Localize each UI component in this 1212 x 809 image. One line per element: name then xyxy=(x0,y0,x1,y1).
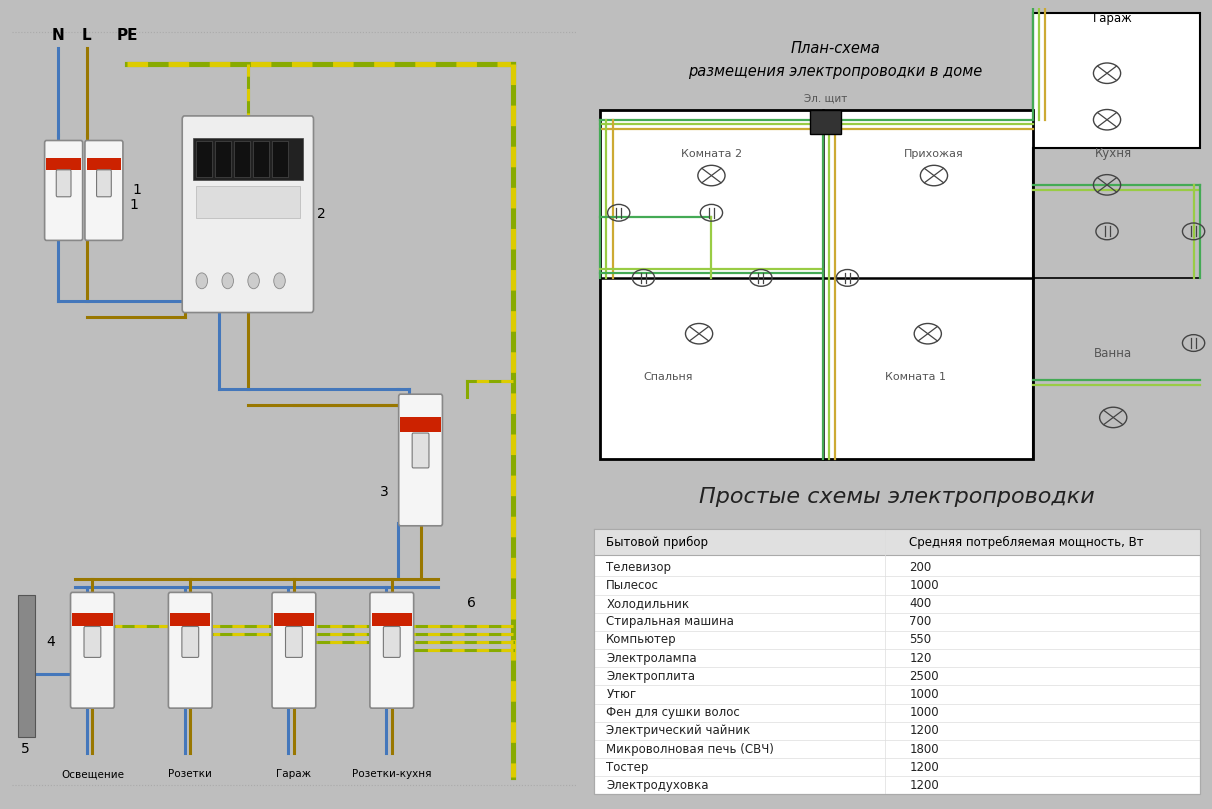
Text: 1200: 1200 xyxy=(909,760,939,773)
Text: Гараж: Гараж xyxy=(1093,12,1133,25)
Text: 1000: 1000 xyxy=(909,688,939,701)
Text: Средняя потребляемая мощность, Вт: Средняя потребляемая мощность, Вт xyxy=(909,536,1144,549)
Text: 1: 1 xyxy=(130,197,138,212)
FancyBboxPatch shape xyxy=(168,592,212,708)
FancyBboxPatch shape xyxy=(70,592,114,708)
FancyBboxPatch shape xyxy=(370,592,413,708)
Text: Комната 1: Комната 1 xyxy=(885,372,945,382)
Text: Гараж: Гараж xyxy=(276,769,311,779)
Text: 400: 400 xyxy=(909,597,932,610)
Bar xyxy=(811,111,841,133)
Text: Электроплита: Электроплита xyxy=(606,670,696,683)
Text: Ванна: Ванна xyxy=(1094,347,1132,360)
Text: Эл. щит: Эл. щит xyxy=(805,93,847,103)
Bar xyxy=(600,111,1033,460)
Text: 2500: 2500 xyxy=(909,670,939,683)
Text: Микроволновая печь (СВЧ): Микроволновая печь (СВЧ) xyxy=(606,743,774,756)
Text: Спальня: Спальня xyxy=(644,372,693,382)
Bar xyxy=(215,141,231,177)
Text: Пылесос: Пылесос xyxy=(606,579,659,592)
Text: Холодильник: Холодильник xyxy=(606,597,690,610)
FancyBboxPatch shape xyxy=(412,433,429,468)
Bar xyxy=(594,529,1200,555)
Text: Электрический чайник: Электрический чайник xyxy=(606,724,750,737)
Text: PE: PE xyxy=(116,28,138,43)
Text: 6: 6 xyxy=(467,595,475,610)
Text: Тостер: Тостер xyxy=(606,760,648,773)
Text: Утюг: Утюг xyxy=(606,688,636,701)
FancyBboxPatch shape xyxy=(84,626,101,658)
Bar xyxy=(73,612,113,626)
Bar xyxy=(253,141,269,177)
Text: 1: 1 xyxy=(133,184,142,197)
FancyBboxPatch shape xyxy=(56,170,72,197)
Text: Простые схемы электропроводки: Простые схемы электропроводки xyxy=(699,487,1094,507)
Bar xyxy=(274,612,314,626)
Bar xyxy=(46,158,81,170)
Text: Розетки: Розетки xyxy=(168,769,212,779)
Text: 1000: 1000 xyxy=(909,706,939,719)
Bar xyxy=(594,529,1200,794)
FancyBboxPatch shape xyxy=(383,626,400,658)
Text: L: L xyxy=(82,28,91,43)
FancyBboxPatch shape xyxy=(45,141,82,240)
Text: Телевизор: Телевизор xyxy=(606,561,671,574)
Text: Комната 2: Комната 2 xyxy=(681,149,742,159)
Bar xyxy=(1033,13,1200,148)
Text: Прихожая: Прихожая xyxy=(904,149,964,159)
Text: 1200: 1200 xyxy=(909,779,939,792)
Text: N: N xyxy=(51,28,64,43)
Text: 1200: 1200 xyxy=(909,724,939,737)
Text: 5: 5 xyxy=(21,743,29,756)
Text: Электролампа: Электролампа xyxy=(606,652,697,665)
Bar xyxy=(193,138,303,180)
FancyBboxPatch shape xyxy=(182,116,314,312)
Text: Стиральная машина: Стиральная машина xyxy=(606,616,734,629)
Bar xyxy=(271,141,288,177)
Circle shape xyxy=(196,273,207,289)
Text: Электродуховка: Электродуховка xyxy=(606,779,709,792)
Text: 120: 120 xyxy=(909,652,932,665)
Bar xyxy=(234,141,250,177)
Text: Бытовой прибор: Бытовой прибор xyxy=(606,536,708,549)
Text: Розетки-кухня: Розетки-кухня xyxy=(351,769,431,779)
Text: 1800: 1800 xyxy=(909,743,939,756)
Circle shape xyxy=(274,273,285,289)
Circle shape xyxy=(248,273,259,289)
Bar xyxy=(17,595,35,738)
Text: Кухня: Кухня xyxy=(1094,147,1132,160)
Text: Компьютер: Компьютер xyxy=(606,633,678,646)
FancyBboxPatch shape xyxy=(286,626,302,658)
FancyBboxPatch shape xyxy=(97,170,112,197)
Text: 700: 700 xyxy=(909,616,932,629)
Bar xyxy=(400,417,441,432)
Text: 1000: 1000 xyxy=(909,579,939,592)
Bar xyxy=(372,612,412,626)
Text: План-схема: План-схема xyxy=(790,40,880,56)
Text: Освещение: Освещение xyxy=(61,769,124,779)
Bar xyxy=(196,186,299,218)
Text: размещения электропроводки в доме: размещения электропроводки в доме xyxy=(688,64,982,79)
Text: 3: 3 xyxy=(381,485,389,498)
Text: 2: 2 xyxy=(318,207,326,221)
Text: 200: 200 xyxy=(909,561,932,574)
FancyBboxPatch shape xyxy=(399,394,442,526)
Circle shape xyxy=(222,273,234,289)
FancyBboxPatch shape xyxy=(182,626,199,658)
Text: Фен для сушки волос: Фен для сушки волос xyxy=(606,706,741,719)
FancyBboxPatch shape xyxy=(271,592,316,708)
Text: 4: 4 xyxy=(46,635,55,650)
Bar xyxy=(87,158,121,170)
Bar xyxy=(170,612,211,626)
Text: 550: 550 xyxy=(909,633,931,646)
Bar xyxy=(196,141,212,177)
FancyBboxPatch shape xyxy=(85,141,122,240)
